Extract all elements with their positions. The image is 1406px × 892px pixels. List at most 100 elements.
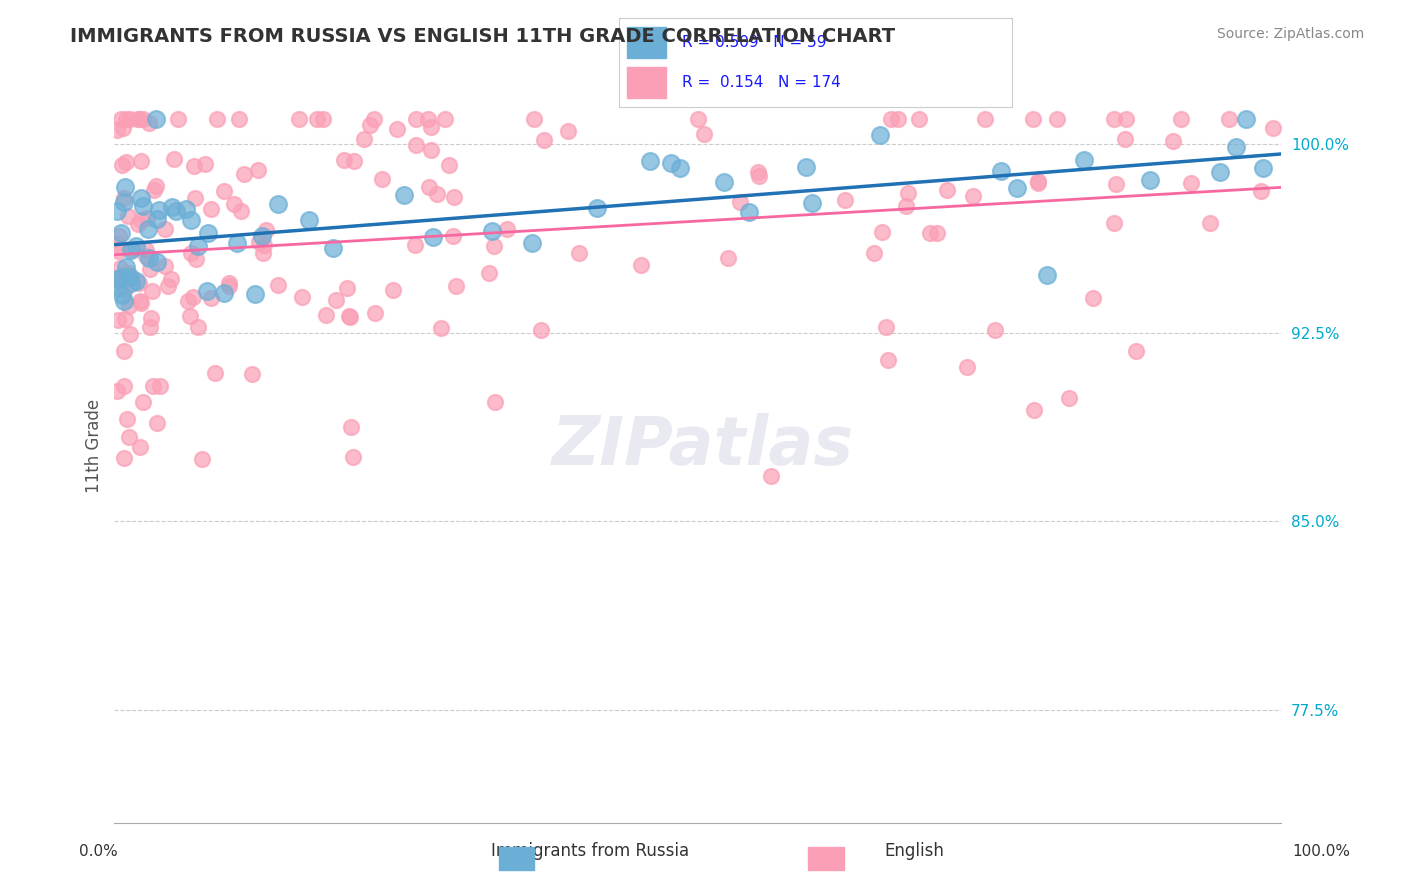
Point [1234, 112, 1257, 126]
Point [908, 112, 931, 126]
Text: 0.0%: 0.0% [79, 845, 118, 859]
Point [1022, 403, 1045, 417]
Point [1083, 291, 1105, 305]
Point [222, 197, 245, 211]
Point [184, 191, 207, 205]
Point [105, 270, 128, 285]
Point [120, 327, 142, 342]
Point [112, 120, 135, 135]
Point [568, 246, 591, 260]
Point [204, 367, 226, 381]
Point [200, 202, 222, 216]
Point [120, 270, 142, 285]
Point [738, 204, 761, 219]
Point [1115, 112, 1137, 126]
Point [834, 193, 856, 207]
Point [1046, 112, 1069, 126]
Point [120, 243, 142, 257]
Point [1261, 121, 1284, 136]
Point [887, 112, 910, 126]
Point [1125, 343, 1147, 358]
Y-axis label: 11th Grade: 11th Grade [86, 399, 103, 493]
Point [183, 159, 205, 173]
Point [266, 277, 288, 292]
Point [894, 199, 917, 213]
Point [523, 112, 546, 126]
Point [112, 378, 135, 392]
Point [105, 384, 128, 398]
Point [404, 238, 426, 252]
Point [416, 112, 439, 126]
Point [114, 180, 136, 194]
Point [118, 429, 141, 443]
Point [925, 226, 948, 240]
Point [129, 296, 152, 310]
Point [252, 238, 274, 252]
Point [132, 394, 155, 409]
Point [1026, 174, 1049, 188]
Point [426, 186, 449, 201]
Point [111, 158, 134, 172]
Point [160, 200, 183, 214]
Point [291, 290, 314, 304]
Point [179, 309, 201, 323]
Point [181, 290, 204, 304]
Point [364, 306, 387, 320]
Point [1035, 268, 1057, 282]
Point [863, 246, 886, 260]
Point [143, 183, 166, 197]
Point [1114, 132, 1136, 146]
Point [370, 171, 392, 186]
Point [353, 132, 375, 146]
Point [444, 279, 467, 293]
Point [1022, 112, 1045, 126]
Point [187, 320, 209, 334]
Point [136, 222, 159, 236]
Point [200, 291, 222, 305]
Point [1073, 153, 1095, 167]
Point [322, 241, 344, 255]
Point [110, 112, 132, 126]
Point [1218, 112, 1240, 126]
Point [114, 260, 136, 275]
Point [630, 258, 652, 272]
Point [252, 228, 274, 243]
Text: Source: ZipAtlas.com: Source: ZipAtlas.com [1216, 27, 1364, 41]
Text: R = 0.509   N = 59: R = 0.509 N = 59 [682, 36, 827, 50]
Point [246, 163, 269, 178]
Point [1250, 184, 1272, 198]
Point [935, 183, 957, 197]
Point [433, 112, 456, 126]
Point [160, 272, 183, 286]
Point [267, 197, 290, 211]
Point [439, 158, 461, 172]
Point [1026, 176, 1049, 190]
Point [218, 276, 240, 290]
Point [128, 112, 150, 126]
Point [688, 112, 710, 126]
Point [157, 279, 180, 293]
Text: English: English [884, 842, 943, 860]
Point [135, 249, 157, 263]
Point [481, 224, 503, 238]
Point [136, 211, 159, 225]
Point [1059, 391, 1081, 405]
Point [1139, 173, 1161, 187]
Point [195, 285, 218, 299]
Point [117, 209, 139, 223]
Point [315, 308, 337, 322]
Point [484, 394, 506, 409]
Point [214, 184, 236, 198]
Point [305, 112, 328, 126]
Bar [627, 27, 666, 58]
Point [325, 293, 347, 308]
Point [105, 280, 128, 294]
Point [194, 157, 217, 171]
Point [108, 274, 131, 288]
Point [974, 112, 997, 126]
Point [127, 217, 149, 231]
Point [180, 213, 202, 227]
Point [112, 195, 135, 210]
Point [174, 202, 197, 217]
Point [112, 343, 135, 358]
